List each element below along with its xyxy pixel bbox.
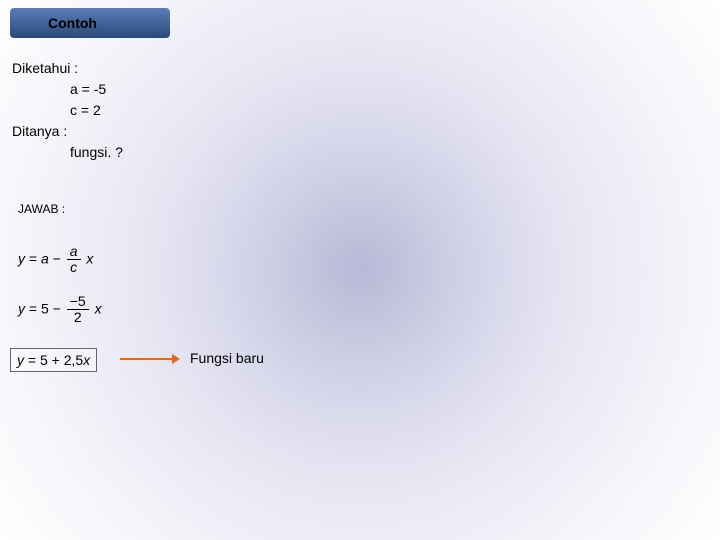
- ditanya-label: Ditanya :: [12, 121, 123, 142]
- eq1-num: a: [67, 244, 81, 260]
- eq3-y: y: [17, 352, 24, 368]
- eq2-minus: −: [49, 301, 65, 317]
- a-value: a = -5: [12, 79, 123, 100]
- eq3-text: = 5 + 2,5: [24, 352, 83, 368]
- eq2-frac: −52: [67, 294, 89, 326]
- eq1-a: a: [41, 251, 49, 267]
- eq1-y: y: [18, 251, 25, 267]
- eq2-eq: =: [25, 301, 41, 317]
- equation-1: y = a − ac x: [18, 244, 93, 276]
- eq2-five: 5: [41, 301, 49, 317]
- arrow-icon: [120, 358, 180, 360]
- equation-3-box: y = 5 + 2,5x: [10, 348, 97, 372]
- tab-label: Contoh: [48, 15, 97, 31]
- jawab-label: JAWAB :: [18, 202, 65, 216]
- eq2-num: −5: [67, 294, 89, 310]
- given-block: Diketahui : a = -5 c = 2 Ditanya : fungs…: [12, 58, 123, 163]
- eq1-den: c: [67, 260, 81, 275]
- arrow-head: [172, 354, 180, 364]
- eq1-eq: =: [25, 251, 41, 267]
- new-function-label: Fungsi baru: [190, 350, 264, 366]
- fungsi-question: fungsi. ?: [12, 142, 123, 163]
- eq2-x: x: [95, 301, 102, 317]
- example-tab: Contoh: [10, 8, 170, 38]
- eq1-minus: −: [49, 251, 65, 267]
- eq2-y: y: [18, 301, 25, 317]
- diketahui-label: Diketahui :: [12, 58, 123, 79]
- c-value: c = 2: [12, 100, 123, 121]
- equation-2: y = 5 − −52 x: [18, 294, 102, 326]
- eq1-frac: ac: [67, 244, 81, 276]
- eq1-x: x: [86, 251, 93, 267]
- eq2-den: 2: [67, 310, 89, 325]
- arrow-line: [120, 358, 174, 360]
- eq3-x: x: [83, 352, 90, 368]
